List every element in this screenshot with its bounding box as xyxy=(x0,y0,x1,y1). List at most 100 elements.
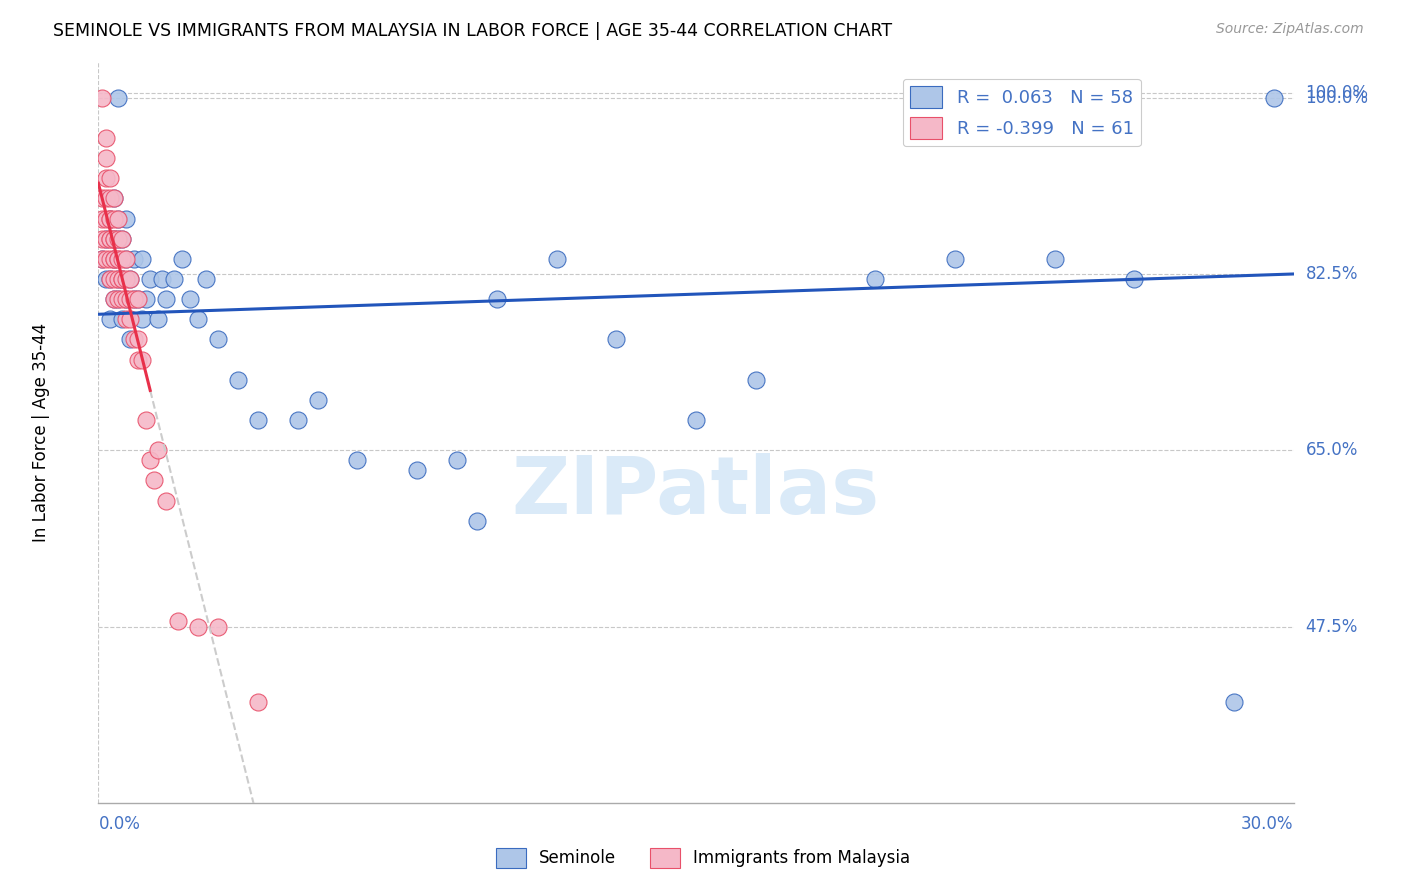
Point xyxy=(98,211,122,226)
Text: Source: ZipAtlas.com: Source: ZipAtlas.com xyxy=(1216,22,1364,37)
Point xyxy=(187,619,209,633)
Point xyxy=(246,695,269,709)
Point xyxy=(127,292,149,306)
Point xyxy=(107,211,129,226)
Point xyxy=(98,252,122,266)
Point xyxy=(103,191,125,205)
Point xyxy=(96,151,118,165)
Point xyxy=(139,272,162,286)
Point xyxy=(103,252,125,266)
Text: ZIPatlas: ZIPatlas xyxy=(512,453,880,531)
Point xyxy=(96,131,118,145)
Point xyxy=(91,211,114,226)
Point xyxy=(307,392,329,407)
Point xyxy=(115,272,138,286)
Point xyxy=(98,211,122,226)
Legend: Seminole, Immigrants from Malaysia: Seminole, Immigrants from Malaysia xyxy=(489,841,917,875)
Point xyxy=(107,91,129,105)
Point xyxy=(155,292,177,306)
Point xyxy=(127,333,149,347)
Point xyxy=(155,493,177,508)
Point xyxy=(98,232,122,246)
Point xyxy=(111,292,134,306)
Point xyxy=(103,292,125,306)
Point xyxy=(163,272,186,286)
Point xyxy=(1043,252,1066,266)
Point xyxy=(91,232,114,246)
Point xyxy=(167,615,190,629)
Text: 30.0%: 30.0% xyxy=(1241,815,1294,833)
Point xyxy=(124,252,146,266)
Point xyxy=(605,333,627,347)
Point xyxy=(1263,91,1285,105)
Text: 82.5%: 82.5% xyxy=(1306,265,1358,283)
Point xyxy=(127,292,149,306)
Point xyxy=(103,232,125,246)
Point xyxy=(685,413,707,427)
Point xyxy=(98,171,122,186)
Point xyxy=(115,292,138,306)
Point xyxy=(111,272,134,286)
Point xyxy=(103,252,125,266)
Text: 0.0%: 0.0% xyxy=(98,815,141,833)
Point xyxy=(179,292,201,306)
Point xyxy=(120,292,142,306)
Point xyxy=(148,443,170,458)
Point xyxy=(107,211,129,226)
Point xyxy=(124,292,146,306)
Point xyxy=(246,413,269,427)
Text: 100.0%: 100.0% xyxy=(1306,84,1368,102)
Point xyxy=(485,292,508,306)
Point xyxy=(148,312,170,326)
Point xyxy=(943,252,966,266)
Point xyxy=(103,272,125,286)
Point xyxy=(96,232,118,246)
Point xyxy=(115,211,138,226)
Point xyxy=(115,252,138,266)
Point xyxy=(103,252,125,266)
Point xyxy=(98,211,122,226)
Point xyxy=(120,272,142,286)
Point xyxy=(96,211,118,226)
Text: 100.0%: 100.0% xyxy=(1306,88,1368,107)
Point xyxy=(120,272,142,286)
Point xyxy=(98,191,122,205)
Point xyxy=(111,272,134,286)
Point xyxy=(465,514,488,528)
Point xyxy=(115,252,138,266)
Point xyxy=(446,453,468,467)
Point xyxy=(207,333,229,347)
Point xyxy=(111,232,134,246)
Point xyxy=(103,292,125,306)
Text: In Labor Force | Age 35-44: In Labor Force | Age 35-44 xyxy=(32,323,51,542)
Point xyxy=(120,312,142,326)
Point xyxy=(103,232,125,246)
Point xyxy=(98,232,122,246)
Point xyxy=(107,272,129,286)
Point xyxy=(546,252,568,266)
Point xyxy=(98,272,122,286)
Point xyxy=(96,232,118,246)
Point xyxy=(107,252,129,266)
Point xyxy=(103,191,125,205)
Point xyxy=(287,413,309,427)
Point xyxy=(107,232,129,246)
Point xyxy=(103,232,125,246)
Point xyxy=(131,352,153,367)
Text: 65.0%: 65.0% xyxy=(1306,442,1358,459)
Point xyxy=(96,272,118,286)
Point xyxy=(96,191,118,205)
Point xyxy=(107,292,129,306)
Text: 47.5%: 47.5% xyxy=(1306,617,1358,635)
Point xyxy=(98,272,122,286)
Text: SEMINOLE VS IMMIGRANTS FROM MALAYSIA IN LABOR FORCE | AGE 35-44 CORRELATION CHAR: SEMINOLE VS IMMIGRANTS FROM MALAYSIA IN … xyxy=(53,22,893,40)
Point xyxy=(111,272,134,286)
Point xyxy=(96,171,118,186)
Point xyxy=(111,252,134,266)
Point xyxy=(406,463,429,477)
Point xyxy=(139,453,162,467)
Legend: R =  0.063   N = 58, R = -0.399   N = 61: R = 0.063 N = 58, R = -0.399 N = 61 xyxy=(903,78,1142,146)
Point xyxy=(1123,272,1146,286)
Point xyxy=(124,292,146,306)
Point xyxy=(1223,695,1246,709)
